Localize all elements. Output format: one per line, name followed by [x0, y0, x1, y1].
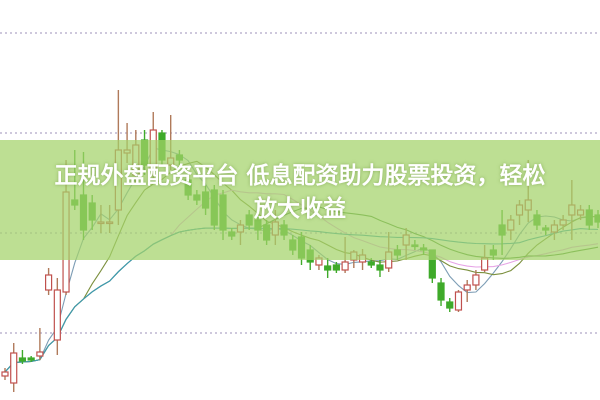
candle-up	[1, 371, 9, 377]
candle-down	[324, 265, 332, 271]
title-line-2: 放大收益	[254, 196, 346, 222]
candle-down	[446, 301, 454, 309]
candle-down	[18, 357, 27, 362]
candle-up	[463, 284, 471, 291]
candle-down	[27, 357, 35, 361]
candle-down	[367, 261, 375, 266]
candle-up	[454, 291, 463, 311]
candle-up	[36, 351, 44, 357]
title-banner	[0, 140, 600, 260]
candle-down	[376, 264, 384, 271]
candle-up	[45, 274, 53, 291]
candle-down	[437, 282, 445, 301]
overlay-title: 正规外盘配资平台 低息配资助力股票投资，轻松 放大收益	[0, 160, 600, 226]
candle-up	[472, 274, 480, 286]
title-line-1: 正规外盘配资平台 低息配资助力股票投资，轻松	[54, 163, 546, 189]
candle-up	[10, 352, 18, 384]
candle-up	[341, 261, 349, 271]
candle-down	[332, 264, 340, 271]
candle-up	[53, 289, 61, 341]
